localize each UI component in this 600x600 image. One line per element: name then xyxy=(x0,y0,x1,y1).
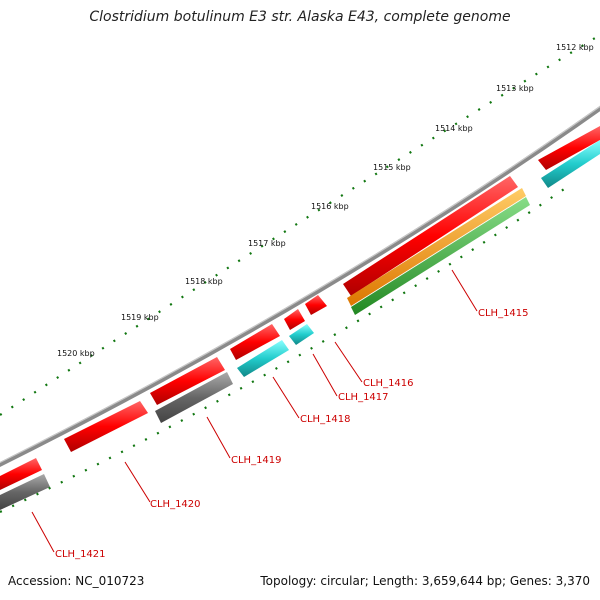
genome-summary-text: Topology: circular; Length: 3,659,644 bp… xyxy=(260,574,590,588)
label-leaders xyxy=(31,269,478,553)
leader-line xyxy=(272,376,300,419)
gene-arrow[interactable] xyxy=(541,140,600,188)
gene-label[interactable]: CLH_1415 xyxy=(478,308,529,319)
gene-arrow[interactable] xyxy=(150,357,225,405)
tick-label: 1516 kbp xyxy=(311,202,349,211)
tick-label: 1513 kbp xyxy=(496,84,534,93)
gene-arrow[interactable] xyxy=(284,309,305,330)
gene-label[interactable]: CLH_1418 xyxy=(300,414,351,425)
genome-backbone xyxy=(0,105,600,468)
leader-line xyxy=(312,353,338,397)
gene-label[interactable]: CLH_1416 xyxy=(363,378,414,389)
gene-arrow[interactable] xyxy=(0,474,50,510)
gene-label[interactable]: CLH_1417 xyxy=(338,392,389,403)
gene-arrow[interactable] xyxy=(155,372,233,423)
leader-line xyxy=(206,416,231,459)
gene-label[interactable]: CLH_1421 xyxy=(55,549,106,560)
tick-label: 1512 kbp xyxy=(556,43,594,52)
leader-line xyxy=(451,269,478,312)
tick-label: 1520 kbp xyxy=(57,349,95,358)
gene-arrow[interactable] xyxy=(347,188,526,306)
gene-arrow[interactable] xyxy=(351,197,530,315)
tick-label: 1514 kbp xyxy=(435,124,473,133)
leader-line xyxy=(124,461,151,503)
gene-arrow[interactable] xyxy=(289,324,314,345)
gene-arrow[interactable] xyxy=(237,340,289,377)
tick-labels: 1512 kbp 1513 kbp 1514 kbp 1515 kbp 1516… xyxy=(57,43,594,358)
gene-arrow[interactable] xyxy=(538,126,600,170)
genome-backbone-highlight xyxy=(0,105,600,464)
leader-line xyxy=(334,341,363,383)
gene-arrow[interactable] xyxy=(0,458,42,490)
leader-line xyxy=(31,511,55,553)
gene-arrow[interactable] xyxy=(343,176,518,296)
gene-arrow[interactable] xyxy=(230,324,280,360)
gene-arrow[interactable] xyxy=(64,401,148,452)
accession-text: Accession: NC_010723 xyxy=(8,574,145,588)
tick-label: 1518 kbp xyxy=(185,277,223,286)
gene-label[interactable]: CLH_1420 xyxy=(150,499,201,510)
map-title: Clostridium botulinum E3 str. Alaska E43… xyxy=(89,9,511,25)
tick-label: 1517 kbp xyxy=(248,239,286,248)
gene-arrow[interactable] xyxy=(305,295,327,315)
tick-label: 1519 kbp xyxy=(121,313,159,322)
tick-label: 1515 kbp xyxy=(373,163,411,172)
gene-labels: CLH_1415 CLH_1416 CLH_1417 CLH_1418 CLH_… xyxy=(55,308,529,560)
gene-label[interactable]: CLH_1419 xyxy=(231,455,282,466)
forward-strand-genes xyxy=(0,126,600,490)
reverse-strand-genes xyxy=(0,140,600,510)
